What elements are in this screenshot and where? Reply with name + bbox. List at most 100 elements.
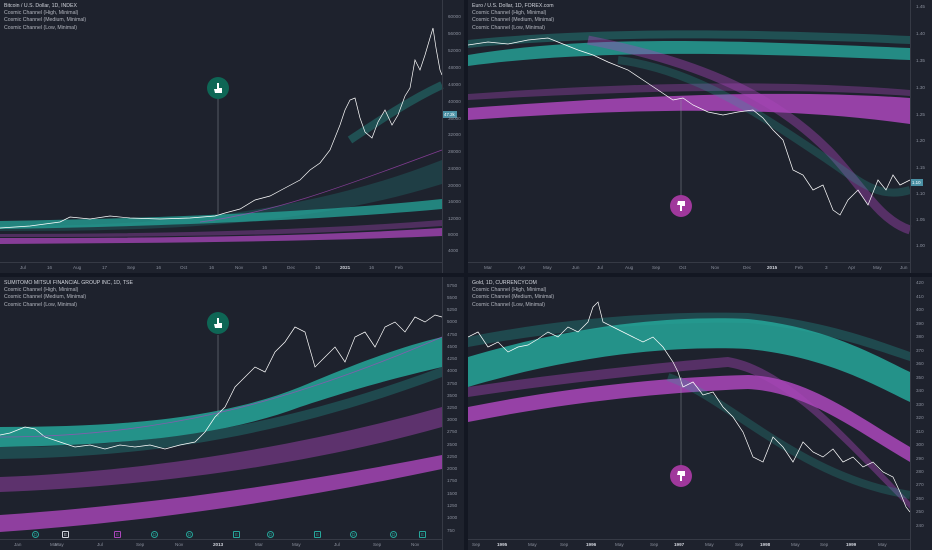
time-axis[interactable]: Jul 16 Aug 17 Sep 16 Oct 16 Nov 16 Dec 1…: [0, 262, 442, 273]
price-tick: 1.20: [916, 138, 925, 143]
legend: SUMITOMO MITSUI FINANCIAL GROUP INC, 1D,…: [4, 280, 133, 309]
price-tick: 3000: [447, 417, 458, 422]
price-tick: 400: [916, 307, 924, 312]
price-tick: 40000: [448, 99, 461, 104]
time-tick: May: [55, 542, 64, 547]
price-tick: 5000: [447, 319, 458, 324]
time-tick: Jul: [20, 265, 26, 270]
price-line: [468, 301, 911, 513]
event-marker-dividend[interactable]: D: [186, 531, 193, 538]
price-tick: 2250: [447, 454, 458, 459]
legend-line[interactable]: Cosmic Channel (High, Minimal): [472, 287, 547, 294]
chart-panel-bitcoin[interactable]: Bitcoin / U.S. Dollar, 1D, INDEX Cosmic …: [0, 0, 464, 273]
price-tick: 2750: [447, 429, 458, 434]
channel-medium-trace: [617, 56, 912, 197]
legend-line[interactable]: Cosmic Channel (High, Minimal): [472, 10, 547, 17]
event-marker-earnings[interactable]: E: [419, 531, 426, 538]
price-tick: 1000: [447, 515, 458, 520]
price-scale[interactable]: 1.45 1.40 1.35 1.30 1.25 1.20 1.15 1.10 …: [910, 0, 932, 273]
time-tick: Sep: [652, 265, 661, 270]
price-tick: 420: [916, 280, 924, 285]
hand-signal-up[interactable]: [207, 77, 229, 99]
legend-line[interactable]: Cosmic Channel (Low, Minimal): [4, 24, 77, 31]
price-line: [0, 314, 443, 450]
hand-signal-down[interactable]: [670, 465, 692, 487]
price-scale[interactable]: 420 410 400 390 380 370 360 350 340 330 …: [910, 277, 932, 550]
price-scale[interactable]: 5750 5500 5250 5000 4750 4500 4250 4000 …: [442, 277, 464, 550]
price-tick: 8000: [448, 232, 459, 237]
last-price-tag: 47.2k: [442, 111, 457, 118]
event-marker-earnings[interactable]: E: [233, 531, 240, 538]
chart-panel-sumitomo[interactable]: SUMITOMO MITSUI FINANCIAL GROUP INC, 1D,…: [0, 277, 464, 550]
price-tick: 52000: [448, 48, 461, 53]
time-tick: 16: [47, 265, 53, 270]
time-tick: Dec: [287, 265, 296, 270]
panel-divider-horizontal[interactable]: [0, 273, 932, 277]
event-marker-dividend[interactable]: D: [32, 531, 39, 538]
hand-pointing-up-icon: [214, 83, 222, 93]
price-tick: 4500: [447, 344, 458, 349]
legend-line[interactable]: Cosmic Channel (Medium, Minimal): [4, 17, 87, 24]
time-tick: May: [791, 542, 800, 547]
event-marker-dividend[interactable]: D: [267, 531, 274, 538]
chart-panel-eurusd[interactable]: Euro / U.S. Dollar, 1D, FOREX.com Cosmic…: [468, 0, 932, 273]
hand-signal-up[interactable]: [207, 312, 229, 334]
time-tick: Sep: [373, 542, 382, 547]
legend-line[interactable]: Cosmic Channel (Medium, Minimal): [472, 17, 555, 24]
time-tick: May: [878, 542, 887, 547]
legend-line[interactable]: Cosmic Channel (Medium, Minimal): [472, 294, 555, 301]
event-marker-dividend[interactable]: D: [350, 531, 357, 538]
price-tick: 60000: [448, 14, 461, 19]
legend-line[interactable]: Cosmic Channel (Low, Minimal): [472, 301, 545, 308]
price-tick: 340: [916, 388, 924, 393]
legend-title: SUMITOMO MITSUI FINANCIAL GROUP INC, 1D,…: [4, 280, 133, 286]
event-marker-earnings[interactable]: E: [62, 531, 69, 538]
hand-signal-down[interactable]: [670, 195, 692, 217]
time-tick: Nov: [235, 265, 244, 270]
channel-high-band: [468, 40, 910, 66]
mid-line: [0, 336, 443, 438]
legend-line[interactable]: Cosmic Channel (Low, Minimal): [472, 24, 545, 31]
chart-canvas[interactable]: [0, 277, 464, 550]
price-tick: 3750: [447, 381, 458, 386]
price-line: [0, 27, 443, 229]
time-axis[interactable]: Sep 1995 May Sep 1996 May Sep 1997 May S…: [468, 539, 910, 550]
time-tick: 16: [369, 265, 375, 270]
chart-canvas[interactable]: [468, 0, 932, 273]
price-tick: 20000: [448, 183, 461, 188]
legend-title: Gold, 1D, CURRENCYCOM: [472, 280, 537, 286]
time-tick: Sep: [820, 542, 829, 547]
time-tick: Oct: [180, 265, 188, 270]
legend-line[interactable]: Cosmic Channel (Low, Minimal): [4, 301, 77, 308]
event-marker-earnings[interactable]: E: [314, 531, 321, 538]
legend-line[interactable]: Cosmic Channel (High, Minimal): [4, 10, 79, 17]
event-marker-dividend[interactable]: D: [151, 531, 158, 538]
legend-line[interactable]: Cosmic Channel (High, Minimal): [4, 287, 79, 294]
time-tick: 1996: [586, 542, 597, 547]
event-marker-dividend[interactable]: D: [390, 531, 397, 538]
time-tick: 1997: [674, 542, 685, 547]
price-tick: 12000: [448, 216, 461, 221]
chart-canvas[interactable]: [0, 0, 464, 273]
time-axis[interactable]: Mar Apr May Jun Jul Aug Sep Oct Nov Dec …: [468, 262, 910, 273]
price-tick: 5750: [447, 283, 458, 288]
price-tick: 330: [916, 402, 924, 407]
price-tick: 4000: [448, 248, 459, 253]
time-axis[interactable]: Jan Mar May Jul Sep Nov 2013 Mar May Jul…: [0, 539, 442, 550]
price-tick: 1.15: [916, 165, 925, 170]
price-tick: 290: [916, 456, 924, 461]
price-tick: 36000: [448, 116, 461, 121]
time-tick: 1999: [846, 542, 857, 547]
price-tick: 1.00: [916, 243, 925, 248]
legend: Gold, 1D, CURRENCYCOM Cosmic Channel (Hi…: [472, 280, 554, 309]
price-tick: 1750: [447, 478, 458, 483]
price-scale[interactable]: 60000 56000 52000 48000 44000 40000 3600…: [442, 0, 464, 273]
hand-pointing-up-icon: [214, 318, 222, 328]
channel-high-band: [468, 318, 910, 402]
chart-panel-gold[interactable]: Gold, 1D, CURRENCYCOM Cosmic Channel (Hi…: [468, 277, 932, 550]
event-marker-earnings[interactable]: E: [114, 531, 121, 538]
legend-line[interactable]: Cosmic Channel (Medium, Minimal): [4, 294, 87, 301]
chart-canvas[interactable]: [468, 277, 932, 550]
channel-medium-low-band: [0, 407, 442, 492]
time-tick: Jul: [334, 542, 340, 547]
